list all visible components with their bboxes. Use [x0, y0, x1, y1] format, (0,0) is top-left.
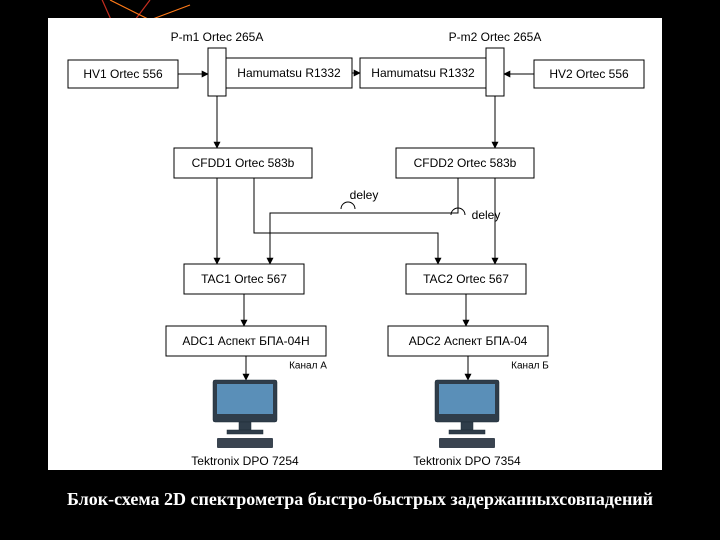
delay-label: deley — [472, 208, 501, 222]
label-hv1: HV1 Ortec 556 — [83, 67, 163, 81]
label-adc1: ADC1 Аспект БПА-04Н — [182, 334, 309, 348]
computer-right-label: Tektronix DPO 7354 — [413, 454, 521, 468]
delay-loop-icon — [341, 202, 355, 209]
label-tac1: TAC1 Ortec 567 — [201, 272, 287, 286]
label-tac2: TAC2 Ortec 567 — [423, 272, 509, 286]
node-pm1 — [208, 48, 226, 96]
label-cfdd1: CFDD1 Ortec 583b — [192, 156, 295, 170]
label-adc2: ADC2 Аспект БПА-04 — [409, 334, 528, 348]
flowchart-svg: P-m1 Ortec 265A P-m2 Ortec 265A HV1 Ortec … — [48, 18, 662, 470]
label-hm1: Hamumatsu R1332 — [237, 66, 341, 80]
label-cfdd2: CFDD2 Ortec 583b — [414, 156, 517, 170]
computer-right — [435, 380, 499, 448]
pm2-header: P-m2 Ortec 265A — [449, 30, 542, 44]
delay-label: deley — [350, 188, 379, 202]
channel-a-label: Канал А — [289, 361, 327, 372]
delay-path — [254, 178, 438, 264]
computer-left-label: Tektronix DPO 7254 — [191, 454, 299, 468]
node-pm2 — [486, 48, 504, 96]
channel-b-label: Канал Б — [511, 361, 549, 372]
slide-caption: Блок-схема 2D спектрометра быстро-быстры… — [0, 489, 720, 510]
computer-left — [213, 380, 277, 448]
pm1-header: P-m1 Ortec 265A — [171, 30, 264, 44]
label-hm2: Hamumatsu R1332 — [371, 66, 475, 80]
label-hv2: HV2 Ortec 556 — [549, 67, 629, 81]
diagram-panel: P-m1 Ortec 265A P-m2 Ortec 265A HV1 Ortec … — [48, 18, 662, 470]
